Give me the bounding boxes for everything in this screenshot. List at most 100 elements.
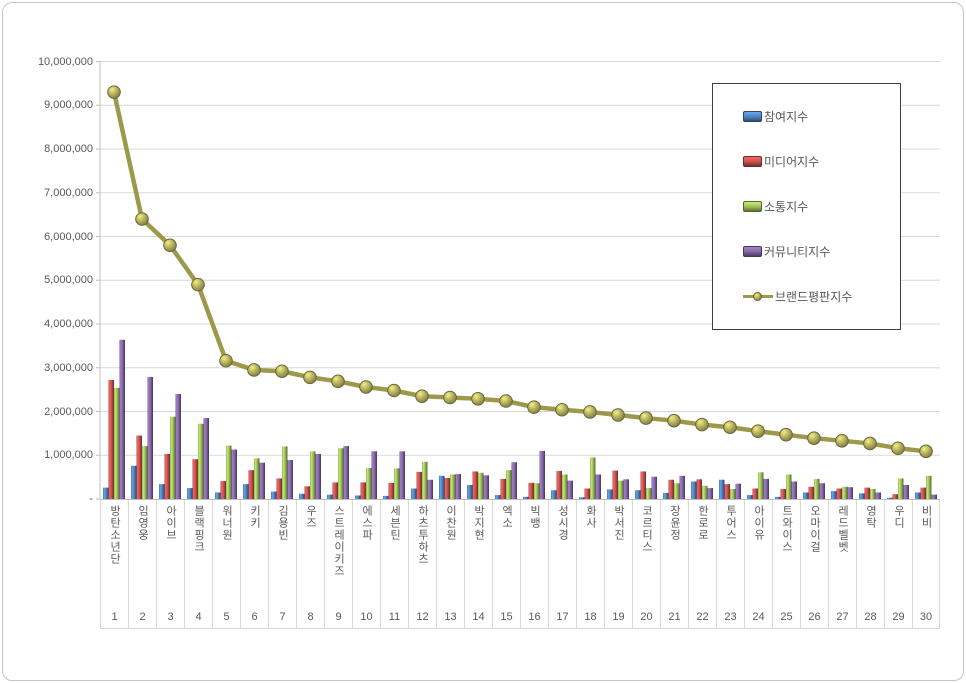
bar-소통지수-rank14	[478, 472, 484, 499]
bar-미디어지수-rank4	[192, 459, 198, 499]
category-rank: 23	[724, 611, 737, 623]
bar-소통지수-rank16	[534, 483, 540, 499]
bar-커뮤니티지수-rank16	[539, 450, 545, 499]
bar-커뮤니티지수-rank24	[763, 478, 769, 499]
category-name: 한로로	[696, 505, 709, 541]
bar-참여지수-rank22	[691, 481, 697, 499]
category-name: 성시경	[556, 505, 569, 541]
category-name: 박서진	[612, 505, 625, 541]
category-rank: 4	[195, 611, 202, 623]
y-axis-label: 2,000,000	[44, 405, 93, 418]
bar-소통지수-rank3	[170, 416, 176, 499]
category-rank: 13	[444, 611, 457, 623]
category-cell: 스트레이키즈 9	[324, 500, 352, 628]
category-cell: 우즈 8	[296, 500, 324, 628]
bar-참여지수-rank19	[607, 489, 613, 499]
bar-미디어지수-rank15	[500, 478, 506, 499]
bar-소통지수-rank29	[898, 478, 904, 499]
bar-참여지수-rank8	[299, 493, 305, 499]
line-marker-rank27	[835, 434, 849, 448]
bar-참여지수-rank23	[719, 479, 725, 499]
line-marker-rank17	[555, 402, 569, 417]
bar-커뮤니티지수-rank30	[931, 494, 937, 499]
category-name: 블랙핑크	[192, 505, 205, 553]
category-rank: 5	[223, 611, 230, 623]
bar-참여지수-rank30	[915, 492, 921, 499]
category-rank: 9	[335, 611, 342, 623]
bar-소통지수-rank18	[590, 457, 596, 499]
bar-커뮤니티지수-rank8	[315, 453, 321, 499]
category-rank: 24	[752, 611, 765, 623]
line-marker-rank28	[863, 436, 877, 451]
category-name: 오마이걸	[808, 505, 821, 553]
bar-커뮤니티지수-rank18	[595, 474, 601, 499]
bar-참여지수-rank16	[523, 496, 529, 499]
bar-커뮤니티지수-rank27	[847, 487, 853, 499]
category-rank: 6	[251, 611, 258, 623]
category-cell: 박지현 14	[464, 500, 492, 628]
legend-swatch-bar	[743, 111, 762, 122]
bar-소통지수-rank26	[814, 478, 820, 499]
bar-커뮤니티지수-rank6	[259, 462, 265, 499]
line-marker-rank11	[387, 383, 401, 398]
bar-참여지수-rank17	[551, 490, 557, 499]
bar-커뮤니티지수-rank7	[287, 460, 293, 499]
bar-미디어지수-rank27	[836, 488, 842, 499]
legend-item: 참여지수	[743, 108, 900, 125]
bar-소통지수-rank27	[842, 486, 848, 499]
category-cell: 에스파 10	[352, 500, 380, 628]
line-marker-rank8	[303, 370, 317, 385]
bar-참여지수-rank28	[859, 493, 865, 499]
bar-참여지수-rank15	[495, 495, 501, 499]
bar-참여지수-rank1	[103, 487, 109, 499]
category-cell: 트와이스 25	[772, 500, 800, 628]
bar-소통지수-rank2	[142, 446, 148, 499]
bar-소통지수-rank23	[730, 488, 736, 499]
legend-swatch-line	[743, 291, 773, 302]
bar-미디어지수-rank22	[696, 479, 702, 499]
bar-참여지수-rank10	[355, 495, 361, 499]
bar-미디어지수-rank17	[556, 471, 562, 499]
y-axis-label: 6,000,000	[44, 230, 93, 243]
category-rank: 29	[892, 611, 905, 623]
category-cell: 오마이걸 26	[800, 500, 828, 628]
bar-소통지수-rank11	[394, 468, 400, 499]
category-cell: 키키 6	[240, 500, 268, 628]
bar-커뮤니티지수-rank13	[455, 474, 461, 499]
category-cell: 방탄소년단 1	[100, 500, 128, 628]
line-marker-rank9	[331, 374, 345, 389]
category-name: 이찬원	[444, 505, 457, 541]
bar-미디어지수-rank2	[136, 435, 142, 499]
bar-커뮤니티지수-rank22	[707, 488, 713, 499]
y-axis-label: 1,000,000	[44, 449, 93, 462]
bar-참여지수-rank29	[887, 497, 893, 499]
bar-소통지수-rank25	[786, 474, 792, 499]
category-rank: 18	[584, 611, 597, 623]
line-marker-rank2	[135, 212, 149, 226]
bar-미디어지수-rank20	[640, 471, 646, 499]
bar-소통지수-rank5	[226, 445, 232, 499]
line-marker-rank16	[527, 400, 541, 414]
bar-소통지수-rank30	[926, 475, 932, 499]
bar-소통지수-rank13	[450, 474, 456, 499]
category-rank: 20	[640, 611, 653, 623]
bar-커뮤니티지수-rank28	[875, 492, 881, 499]
bar-참여지수-rank21	[663, 492, 669, 499]
legend-swatch-bar	[743, 201, 762, 212]
category-cell: 코르티스 20	[632, 500, 660, 628]
category-cell: 박서진 19	[604, 500, 632, 628]
y-axis-label: -	[89, 493, 93, 505]
category-name: 워너원	[220, 505, 233, 541]
bar-미디어지수-rank21	[668, 479, 674, 499]
bar-소통지수-rank17	[562, 474, 568, 499]
bar-참여지수-rank27	[831, 491, 837, 499]
category-cell: 한로로 22	[688, 500, 716, 628]
category-rank: 19	[612, 611, 625, 623]
category-name: 장윤정	[668, 505, 681, 541]
bar-커뮤니티지수-rank20	[651, 476, 657, 499]
category-cell: 영탁 28	[856, 500, 884, 628]
category-cell: 임영웅 2	[128, 500, 156, 628]
bar-소통지수-rank15	[506, 470, 512, 499]
line-marker-rank6	[247, 363, 261, 377]
